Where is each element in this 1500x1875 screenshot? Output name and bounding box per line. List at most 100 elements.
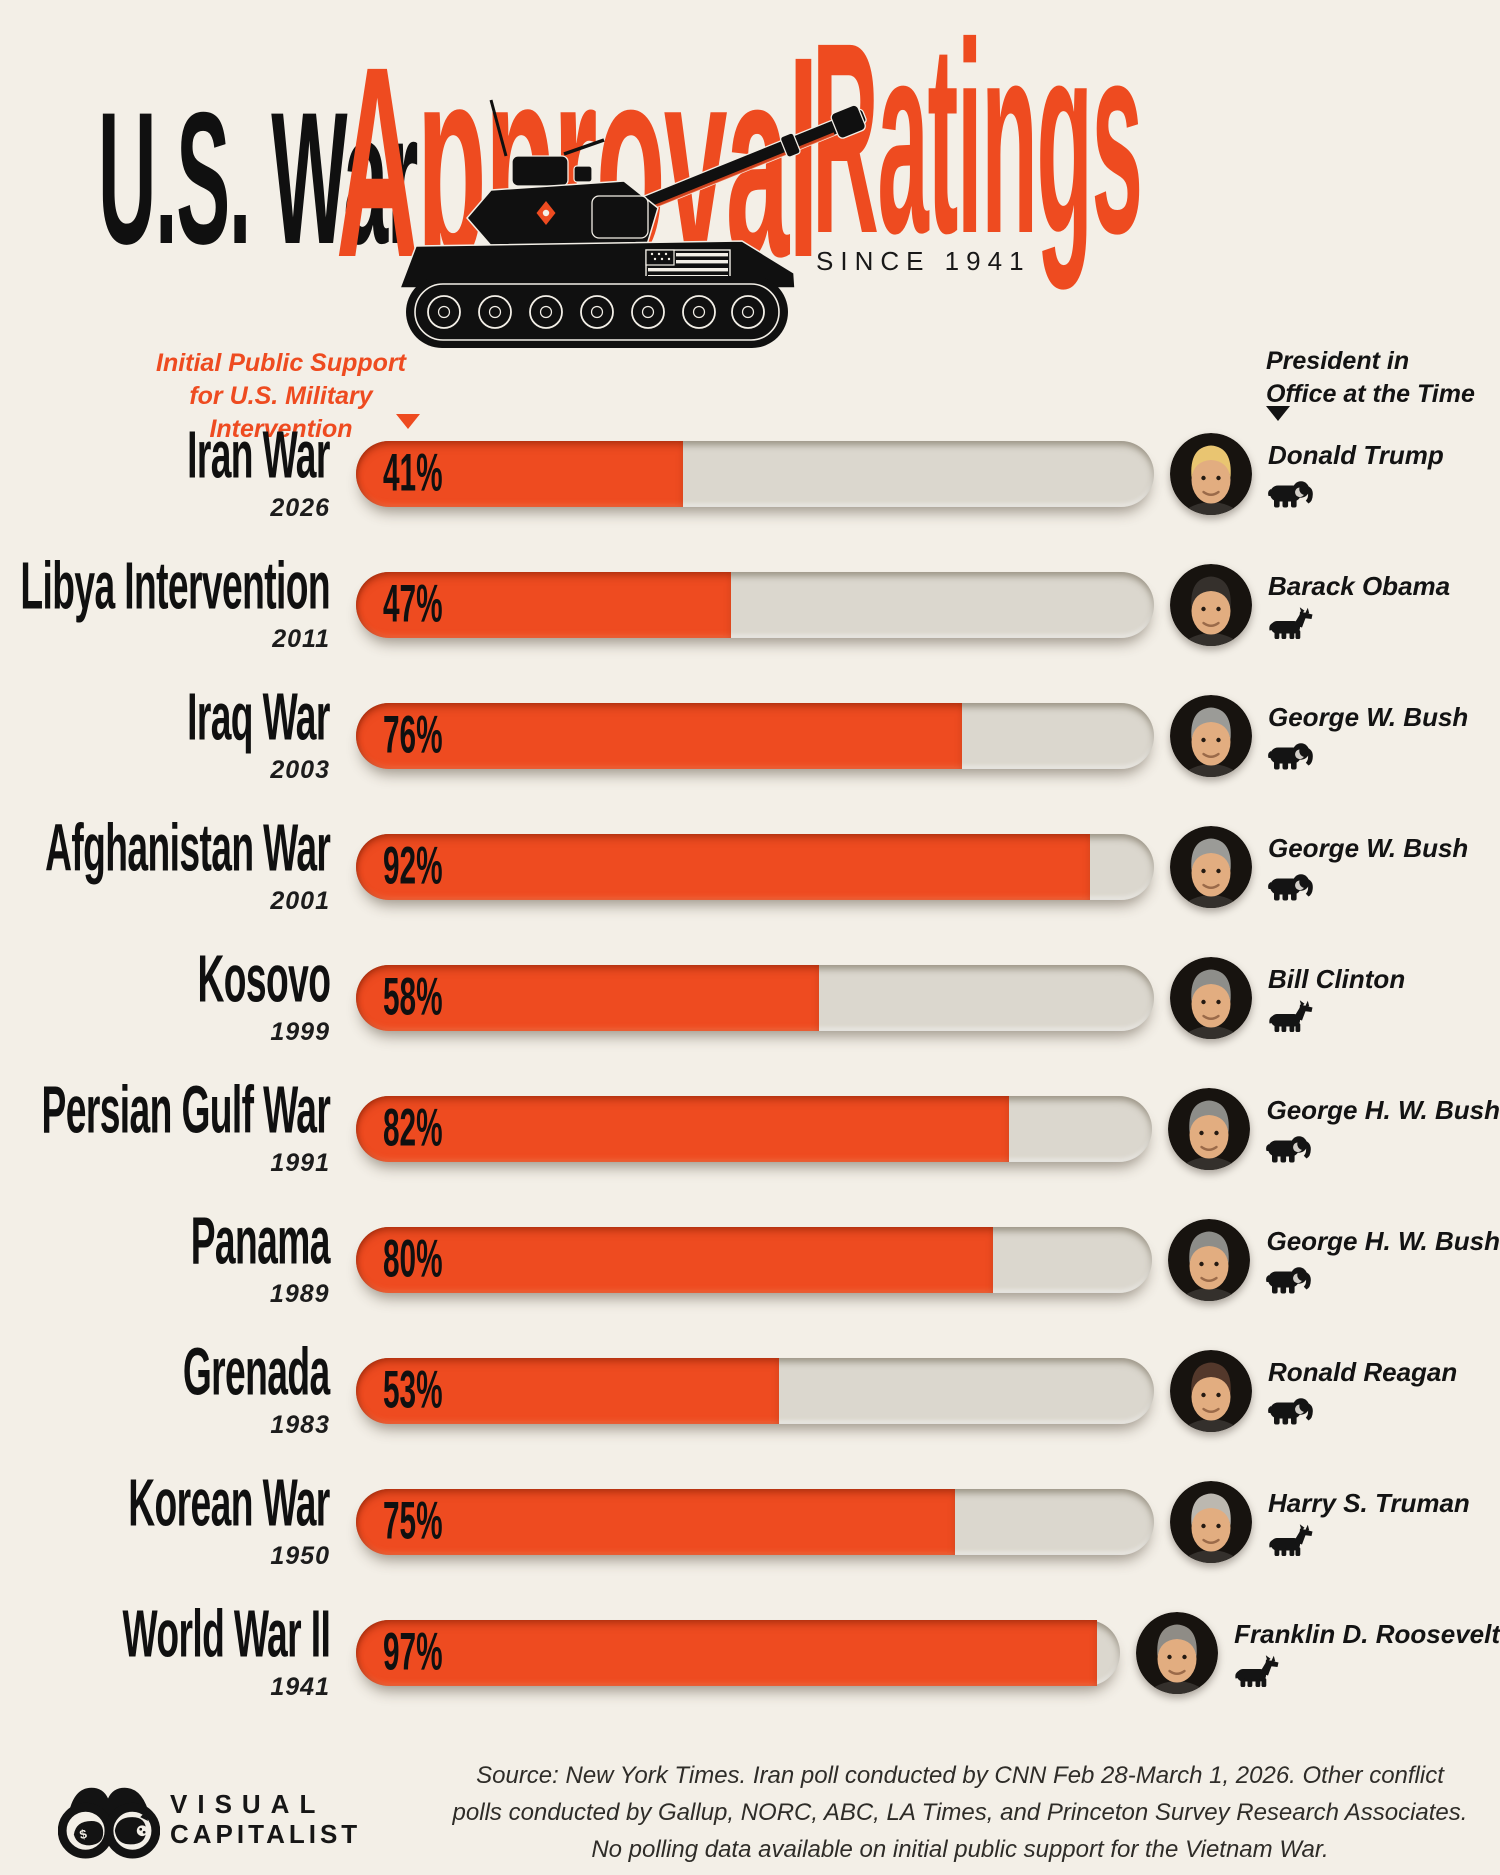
party-icon	[1268, 1524, 1314, 1556]
approval-percent-label: 58%	[383, 967, 443, 1027]
president-portrait	[1170, 957, 1252, 1039]
left-column-pointer-icon	[396, 414, 420, 429]
democrat-donkey-icon	[1234, 1655, 1280, 1687]
left-column-header-line2: for U.S. Military Intervention	[189, 382, 373, 443]
democrat-donkey-icon	[1268, 1524, 1314, 1556]
approval-bar-fill: 97%	[356, 1619, 1098, 1686]
right-column-header-line1: President in	[1266, 347, 1410, 375]
svg-text:$: $	[78, 1827, 88, 1842]
approval-percent-label: 92%	[383, 836, 443, 896]
approval-percent-label: 47%	[383, 574, 443, 634]
war-name: Afghanistan War	[44, 810, 331, 886]
source-note-line1: Source: New York Times. Iran poll conduc…	[476, 1762, 1444, 1789]
president-name: George H. W. Bush	[1266, 1094, 1500, 1125]
republican-elephant-icon	[1268, 1393, 1314, 1425]
source-note-line3: No polling data available on initial pub…	[591, 1836, 1329, 1864]
war-year: 1989	[269, 1279, 330, 1308]
approval-bar-track: 92%	[356, 833, 1154, 900]
party-icon	[1268, 738, 1314, 770]
war-year: 2026	[270, 493, 330, 522]
approval-bar-track: 53%	[356, 1357, 1154, 1424]
war-year: 2001	[270, 886, 330, 915]
bar-chart: Iran War 2026 41% Donald Trump	[0, 408, 1500, 1718]
war-name: World War II	[122, 1596, 330, 1672]
president-name: Barack Obama	[1268, 570, 1451, 601]
approval-percent-label: 75%	[383, 1491, 443, 1551]
approval-percent-label: 76%	[383, 705, 443, 765]
approval-bar-fill: 47%	[356, 571, 732, 638]
war-name: Korean War	[128, 1465, 331, 1541]
president-portrait	[1170, 826, 1252, 908]
approval-bar-track: 47%	[356, 571, 1154, 638]
president-cell: Donald Trump	[1170, 433, 1444, 515]
chart-row-libya-intervention: Libya Intervention 2011 47% Barack Obama	[0, 539, 1500, 670]
war-year: 1991	[270, 1148, 330, 1177]
approval-bar-fill: 41%	[356, 440, 684, 507]
war-name: Iran War	[187, 417, 330, 493]
party-icon	[1266, 1131, 1312, 1163]
tank-illustration	[398, 99, 867, 348]
source-note: Source: New York Times. Iran poll conduc…	[420, 1757, 1500, 1869]
approval-bar-fill: 80%	[355, 1226, 994, 1293]
approval-bar-fill: 82%	[356, 1095, 1010, 1162]
president-cell: Franklin D. Roosevelt	[1136, 1612, 1500, 1694]
chart-row-world-war-ii: World War II 1941 97% Franklin D. Roosev…	[0, 1587, 1500, 1718]
approval-bar-track: 82%	[356, 1095, 1153, 1162]
left-column-header: Initial Public Support for U.S. Military…	[120, 347, 442, 446]
approval-bar-track: 58%	[356, 964, 1154, 1031]
president-name: George W. Bush	[1268, 832, 1469, 863]
chart-row-iraq-war: Iraq War 2003 76% George W. Bush	[0, 670, 1500, 801]
approval-bar-fill: 76%	[356, 702, 963, 769]
approval-bar-track: 41%	[356, 440, 1154, 507]
logo-text-visual: VISUAL	[170, 1789, 326, 1820]
war-year: 2011	[272, 624, 330, 653]
war-name: Libya Intervention	[20, 548, 330, 624]
party-icon	[1266, 1262, 1312, 1294]
war-name: Panama	[190, 1203, 330, 1279]
chart-row-afghanistan-war: Afghanistan War 2001 92% George W. Bush	[0, 801, 1500, 932]
chart-row-iran-war: Iran War 2026 41% Donald Trump	[0, 408, 1500, 539]
war-name: Kosovo	[197, 941, 330, 1017]
president-cell: George H. W. Bush	[1168, 1219, 1500, 1301]
logo-text-capitalist: CAPITALIST	[170, 1819, 362, 1849]
war-year: 1950	[270, 1541, 330, 1570]
source-note-line2: polls conducted by Gallup, NORC, ABC, LA…	[452, 1799, 1468, 1827]
president-portrait	[1170, 1481, 1252, 1563]
left-column-header-line1: Initial Public Support	[156, 349, 406, 377]
right-column-header: President in Office at the Time	[1266, 345, 1496, 411]
party-icon	[1268, 869, 1314, 901]
president-name: Ronald Reagan	[1268, 1356, 1458, 1387]
president-cell: George W. Bush	[1170, 695, 1468, 777]
president-cell: Bill Clinton	[1170, 957, 1405, 1039]
approval-bar-fill: 53%	[356, 1357, 779, 1424]
president-cell: George W. Bush	[1170, 826, 1468, 908]
approval-bar-fill: 92%	[356, 833, 1091, 900]
president-portrait	[1170, 695, 1252, 777]
party-icon	[1234, 1655, 1280, 1687]
war-year: 2003	[270, 755, 330, 784]
chart-row-panama: Panama 1989 80% George H. W. Bush	[0, 1194, 1500, 1325]
title-subtitle: SINCE 1941	[816, 246, 1031, 276]
approval-bar-fill: 75%	[356, 1488, 955, 1555]
title-prefix: U.S. War	[98, 73, 418, 283]
approval-bar-track: 75%	[356, 1488, 1154, 1555]
party-icon	[1268, 607, 1314, 639]
party-icon	[1268, 1393, 1314, 1425]
president-cell: Barack Obama	[1170, 564, 1450, 646]
democrat-donkey-icon	[1268, 1000, 1314, 1032]
approval-percent-label: 97%	[383, 1622, 443, 1682]
president-cell: Harry S. Truman	[1170, 1481, 1470, 1563]
president-cell: Ronald Reagan	[1170, 1350, 1457, 1432]
war-name: Iraq War	[187, 679, 330, 755]
approval-percent-label: 80%	[382, 1229, 443, 1289]
republican-elephant-icon	[1266, 1262, 1312, 1294]
president-cell: George H. W. Bush	[1168, 1088, 1500, 1170]
approval-percent-label: 53%	[383, 1360, 443, 1420]
chart-row-korean-war: Korean War 1950 75% Harry S. Truman	[0, 1456, 1500, 1587]
visual-capitalist-logo: $ VISUAL CAPITALIST	[58, 1780, 361, 1860]
chart-row-grenada: Grenada 1983 53% Ronald Reagan	[0, 1325, 1500, 1456]
war-name: Grenada	[183, 1334, 330, 1410]
president-portrait	[1168, 1219, 1250, 1301]
war-year: 1999	[270, 1017, 330, 1046]
